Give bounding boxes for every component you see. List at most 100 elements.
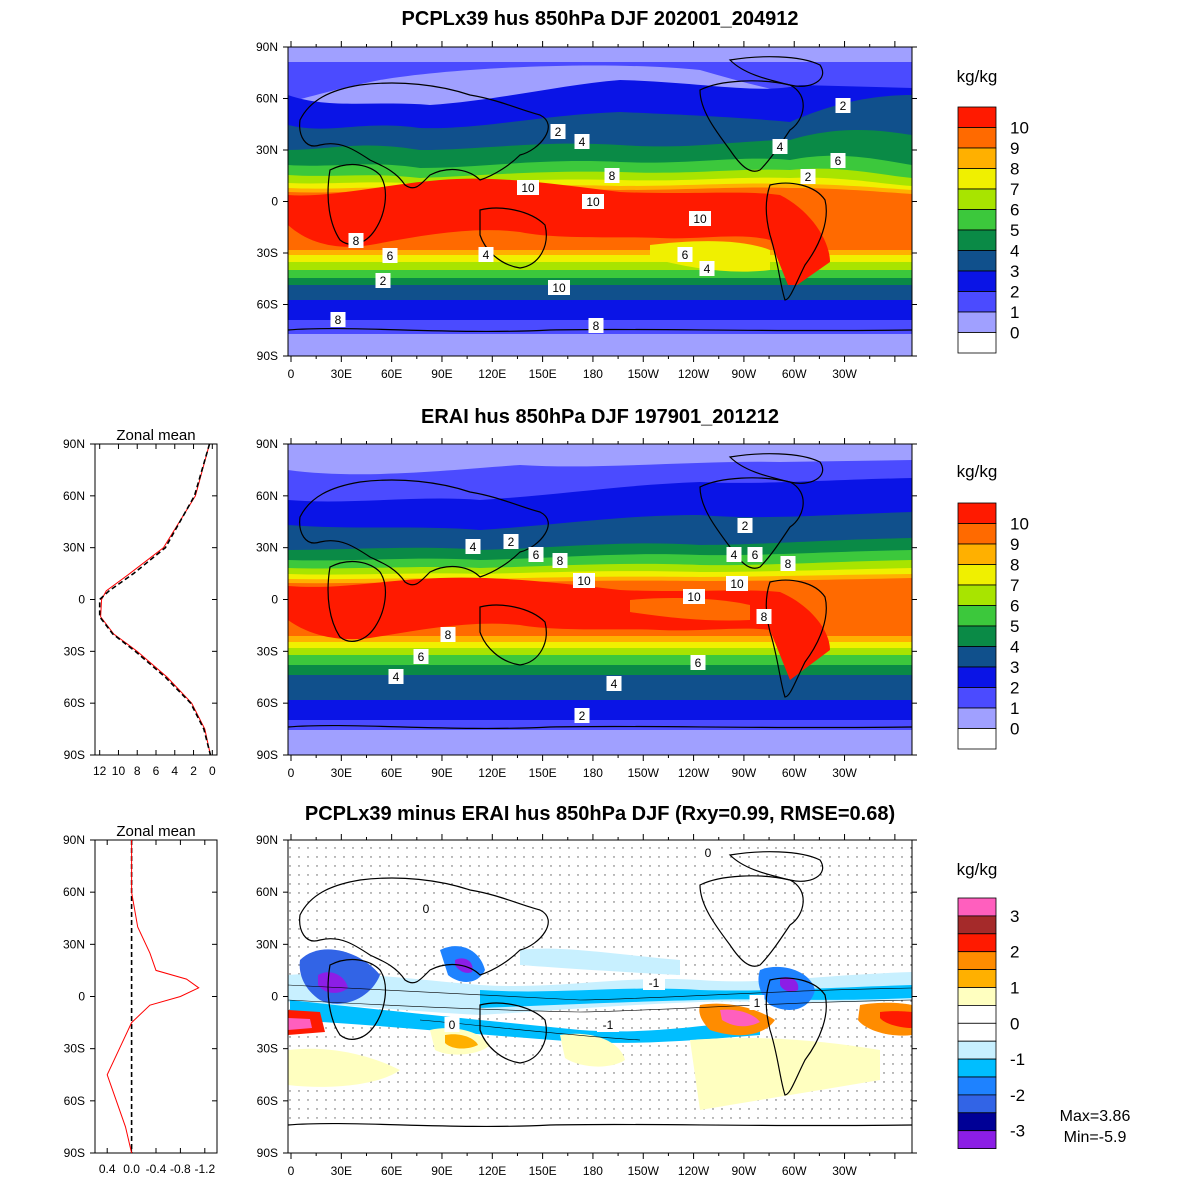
colorbar-label: 7 [1010, 576, 1019, 595]
zm-x-label: -0.4 [146, 1162, 167, 1176]
contour-label-box [582, 194, 604, 209]
contour-label: -1 [649, 976, 660, 990]
contour-label: 4 [704, 262, 711, 276]
contour-label-box [382, 248, 398, 263]
colorbar-box [957, 523, 997, 545]
colorbar-box [957, 969, 997, 988]
contour-label: 10 [730, 577, 744, 591]
contour-label-box [444, 1017, 460, 1032]
contour-label: 8 [557, 554, 564, 568]
contour-label: 10 [586, 195, 600, 209]
contour-label: 6 [695, 656, 702, 670]
contour-label: 6 [387, 249, 394, 263]
lon-tick-label: 90E [431, 1164, 452, 1178]
colorbar-box [957, 127, 997, 149]
lon-tick-label: 150W [628, 367, 660, 381]
colorbar-label: 7 [1010, 180, 1019, 199]
colorbar-label: 1 [1010, 979, 1019, 998]
contour-label-box [690, 655, 706, 670]
colorbar-box [957, 933, 997, 953]
lon-tick-label: 60E [381, 367, 402, 381]
contour-label: 2 [555, 125, 562, 139]
contour-label-box [747, 547, 763, 562]
colorbar-box [957, 1076, 997, 1096]
lon-tick-label: 30E [331, 1164, 352, 1178]
contour-label-box [726, 547, 742, 562]
lon-tick-label: 180 [583, 1164, 603, 1178]
lon-tick-label: 120W [678, 1164, 710, 1178]
lon-tick-label: 60W [782, 1164, 807, 1178]
lat-tick-label: 90S [257, 1146, 278, 1160]
colorbar-units: kg/kg [957, 67, 998, 86]
colorbar-box [957, 543, 997, 565]
lat-tick-label: 0 [271, 990, 278, 1004]
lat-tick-label: 60S [257, 298, 278, 312]
colorbar-box [957, 311, 997, 333]
lon-tick-label: 120W [678, 367, 710, 381]
contour-label-box [440, 627, 456, 642]
zm-lat-label: 90S [64, 1146, 85, 1160]
contour-label-box [573, 573, 595, 588]
contour-label-box [780, 556, 796, 571]
colorbar-label: 6 [1010, 201, 1019, 220]
contour-label-box [606, 676, 622, 691]
lon-tick-label: 150W [628, 766, 660, 780]
lon-tick-label: 30E [331, 367, 352, 381]
lon-tick-label: 150E [529, 367, 557, 381]
lat-tick-label: 0 [271, 593, 278, 607]
zm-x-label: -0.8 [170, 1162, 191, 1176]
contour-label: 6 [835, 154, 842, 168]
lon-tick-label: 0 [288, 367, 295, 381]
zm-lat-label: 0 [78, 593, 85, 607]
contour-label: 8 [353, 234, 360, 248]
colorbar-units: kg/kg [957, 860, 998, 879]
colorbar-label: 8 [1010, 160, 1019, 179]
colorbar-label: 2 [1010, 283, 1019, 302]
lon-tick-label: 30W [832, 1164, 857, 1178]
zm-lat-label: 60N [63, 489, 85, 503]
lat-tick-label: 0 [271, 195, 278, 209]
zonal-mean-title: Zonal mean [116, 823, 195, 840]
contour-label: 2 [742, 519, 749, 533]
contour-label-box [700, 845, 716, 860]
lat-tick-label: 60N [256, 489, 278, 503]
colorbar-label: 10 [1010, 515, 1029, 534]
contour-label: 2 [805, 170, 812, 184]
zonal-mean-model-line [100, 443, 211, 756]
contour-label: 2 [579, 709, 586, 723]
colorbar-label: 3 [1010, 262, 1019, 281]
lon-tick-label: 30W [832, 367, 857, 381]
lon-tick-label: 120W [678, 766, 710, 780]
lat-tick-label: 30N [256, 143, 278, 157]
colorbar-box [957, 687, 997, 709]
contour-label-box [683, 589, 705, 604]
contour-label-box [550, 124, 566, 139]
contour-label-box [756, 609, 772, 624]
lon-tick-label: 0 [288, 1164, 295, 1178]
contour-label-box [503, 534, 519, 549]
lon-tick-label: 30W [832, 766, 857, 780]
contour-label: 2 [840, 99, 847, 113]
contour-label-box [330, 312, 346, 327]
colorbar-box [957, 229, 997, 251]
contour-label: 10 [521, 181, 535, 195]
panel-3-title: PCPLx39 minus ERAI hus 850hPa DJF (Rxy=0… [304, 803, 896, 825]
lon-tick-label: 180 [583, 367, 603, 381]
contour-label-box [574, 708, 590, 723]
zm-x-label: 4 [171, 764, 178, 778]
zm-lat-label: 30N [63, 541, 85, 555]
colorbar-label: 9 [1010, 535, 1019, 554]
lon-tick-label: 150E [529, 766, 557, 780]
colorbar-label: 8 [1010, 556, 1019, 575]
colorbar-box [957, 625, 997, 647]
contour-label: 8 [593, 319, 600, 333]
contour-label: 4 [393, 670, 400, 684]
contour-label: 6 [752, 548, 759, 562]
colorbar-label: 5 [1010, 221, 1019, 240]
colorbar-label: 0 [1010, 1014, 1019, 1033]
contour-label-box [548, 280, 570, 295]
zm-lat-label: 90S [64, 748, 85, 762]
contour-label: 0 [705, 846, 712, 860]
